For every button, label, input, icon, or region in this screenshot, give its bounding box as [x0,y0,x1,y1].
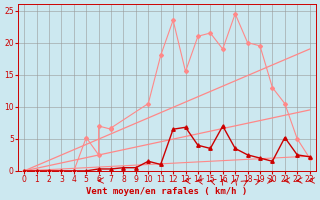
X-axis label: Vent moyen/en rafales ( km/h ): Vent moyen/en rafales ( km/h ) [86,187,248,196]
